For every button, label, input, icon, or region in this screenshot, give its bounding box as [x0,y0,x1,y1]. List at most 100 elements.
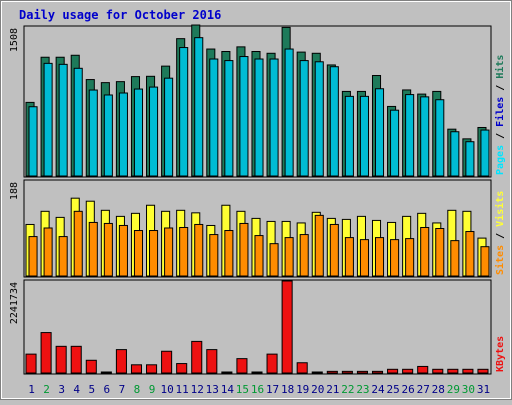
files-bar [450,131,460,177]
kbytes-bar [447,368,459,374]
sites-bar [269,243,279,277]
x-tick-label: 1 [28,383,35,396]
kbytes-bar [236,358,248,374]
kbytes-bar [387,368,399,374]
files-bar [224,60,234,177]
files-bar [239,56,249,177]
sites-bar [284,237,294,277]
sites-bar [88,221,98,277]
sites-bar [405,238,415,277]
sites-bar [133,230,144,277]
kbytes-bar [70,345,82,374]
sites-bar [435,228,445,277]
x-tick-label: 9 [149,383,156,396]
x-axis-labels: 1 2 3 4 5 6 7 8 9 10 11 12 13 14 15 16 17 18 19 20 21 22 23 24 2… [28,383,490,396]
files-bar [194,37,204,177]
files-bar [88,89,98,177]
x-tick-label: 17 [266,383,279,396]
sites-bar [103,222,113,277]
sites-bar [329,223,339,277]
sites-bar [58,236,68,277]
x-tick-label: 8 [134,383,141,396]
files-bar [390,109,400,177]
kbytes-bar [115,349,127,374]
y-axis-max-label: 1508 [9,28,20,52]
x-tick-label: 20 [311,383,324,396]
legend-kbytes: KBytes [495,336,506,372]
files-bar [465,141,475,177]
kbytes-bar [417,365,429,374]
kbytes-bar [311,371,323,374]
sites-bar [450,240,460,277]
sites-bar [480,246,490,277]
panel-hits-files-pages: 1508 Pages / Files / Hits [9,24,506,178]
files-bar [329,66,339,177]
sites-bar [420,226,430,277]
files-bar [149,86,159,177]
kbytes-bar [266,353,278,374]
files-bar [103,94,113,177]
files-bar [314,61,324,177]
x-tick-label: 15 [236,383,249,396]
x-tick-label: 10 [160,383,173,396]
legend-files: Files [494,97,506,127]
files-bar [58,63,68,177]
files-bar [480,129,490,177]
sites-bar [374,237,385,277]
sites-bar [194,223,204,277]
kbytes-bar [432,368,444,374]
x-tick-label: 25 [386,383,399,396]
legend-hits: Hits [494,55,506,79]
sites-bar [43,227,53,277]
kbytes-bar [85,359,97,374]
y-axis-max-label: 188 [9,182,20,200]
kbytes-bar [341,370,353,374]
x-tick-label: 16 [251,383,264,396]
x-tick-label: 24 [371,383,385,396]
inner-bevel [1,1,511,399]
kbytes-bar [40,332,52,374]
panel-legend: Sites / Visits [494,191,506,275]
sites-bar [28,236,38,277]
x-tick-label: 13 [206,383,219,396]
panel-frame [23,279,492,375]
panel-kbytes: 2241734 KBytes [9,279,506,375]
legend-visits: Visits [494,191,506,227]
kbytes-bar [251,371,263,374]
files-bar [435,99,445,177]
kbytes-bar [100,371,112,374]
files-bar [420,96,430,177]
sites-bar [224,230,234,277]
sites-bar [164,227,174,277]
sites-bar [73,210,83,277]
files-bar [405,94,415,177]
legend-separator: / [495,227,506,245]
x-tick-label: 23 [356,383,369,396]
x-tick-label: 21 [326,383,339,396]
files-bar [284,48,294,177]
x-tick-label: 31 [477,383,490,396]
sites-bar [344,237,354,277]
x-tick-label: 11 [176,383,189,396]
files-bar [73,67,83,177]
chart-title: Daily usage for October 2016 [19,8,221,22]
x-tick-label: 2 [43,383,50,396]
sites-bar [465,231,475,277]
panel-visits-sites: 188 Sites / Visits [9,179,506,278]
files-bar [359,95,369,177]
x-tick-label: 26 [402,383,415,396]
sites-bar [299,234,309,277]
kbytes-bar [356,370,368,374]
legend-pages: Pages [495,145,506,175]
kbytes-bar [25,353,37,374]
sites-bar [390,239,400,277]
kbytes-bar [371,370,384,374]
files-bar [133,88,144,177]
kbytes-bar [326,370,338,374]
files-bar [209,58,219,177]
kbytes-bar [206,349,218,374]
x-tick-label: 14 [221,383,235,396]
kbytes-bar [191,340,203,374]
x-tick-label: 28 [432,383,445,396]
